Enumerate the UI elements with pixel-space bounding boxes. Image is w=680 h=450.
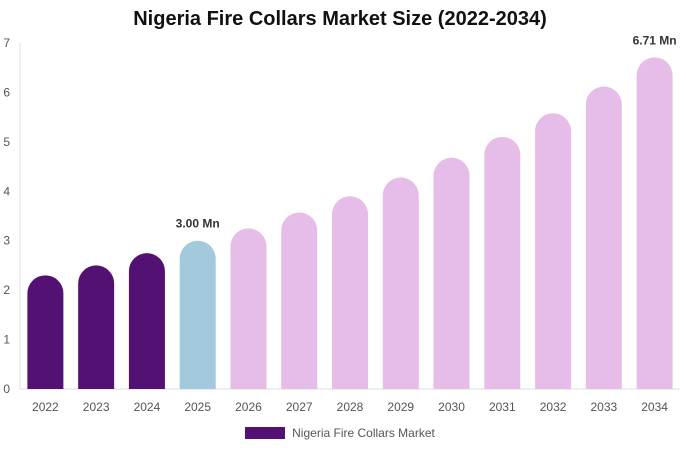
chart-title: Nigeria Fire Collars Market Size (2022-2… bbox=[133, 8, 547, 30]
bar-2028 bbox=[332, 196, 368, 389]
data-label: 3.00 Mn bbox=[176, 217, 220, 231]
chart-labels: 2022 2023 2024 2025 3.00 Mn 2026 2027 2028 2029 2… bbox=[32, 33, 677, 414]
x-tick-label: 2033 bbox=[590, 400, 617, 414]
x-tick-label: 2022 bbox=[32, 400, 59, 414]
y-tick-label: 5 bbox=[3, 135, 10, 149]
y-tick-label: 2 bbox=[3, 283, 10, 297]
legend-swatch bbox=[245, 427, 286, 439]
x-tick-label: 2026 bbox=[235, 400, 262, 414]
x-tick-label: 2031 bbox=[489, 400, 516, 414]
x-tick-label: 2030 bbox=[438, 400, 465, 414]
legend: Nigeria Fire Collars Market bbox=[0, 426, 680, 440]
bar-2033 bbox=[585, 86, 622, 390]
y-tick-label: 4 bbox=[3, 184, 10, 198]
y-tick-label: 7 bbox=[3, 36, 10, 50]
x-tick-label: 2032 bbox=[540, 400, 567, 414]
x-tick-label: 2023 bbox=[83, 400, 110, 414]
bar-2034 bbox=[636, 57, 673, 389]
legend-label: Nigeria Fire Collars Market bbox=[292, 426, 435, 440]
y-tick-label: 0 bbox=[3, 382, 10, 396]
x-tick-label: 2027 bbox=[286, 400, 313, 414]
bar-2027 bbox=[281, 212, 318, 389]
bar-2024 bbox=[128, 253, 165, 389]
data-label: 6.71 Mn bbox=[633, 33, 677, 47]
bar-2026 bbox=[230, 228, 267, 389]
bar-2029 bbox=[382, 177, 419, 389]
x-tick-label: 2025 bbox=[184, 400, 211, 414]
bar-2022 bbox=[27, 275, 64, 389]
bar-2031 bbox=[484, 136, 521, 389]
chart-bars bbox=[27, 57, 673, 390]
x-tick-label: 2028 bbox=[337, 400, 364, 414]
y-tick-label: 6 bbox=[3, 85, 10, 99]
bar-2025 bbox=[179, 240, 216, 389]
y-tick-label: 3 bbox=[3, 234, 10, 248]
x-tick-label: 2034 bbox=[641, 400, 668, 414]
bar-2023 bbox=[78, 265, 115, 389]
x-tick-label: 2024 bbox=[134, 400, 161, 414]
x-tick-label: 2029 bbox=[387, 400, 414, 414]
bar-2032 bbox=[535, 113, 572, 389]
y-tick-label: 1 bbox=[3, 333, 10, 347]
bar-2030 bbox=[433, 157, 470, 389]
